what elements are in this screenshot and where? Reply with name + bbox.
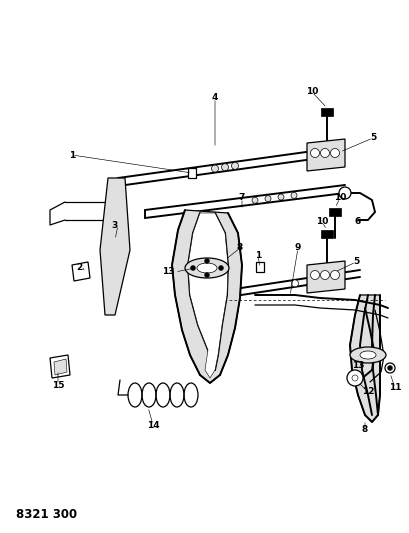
Text: 10: 10	[315, 217, 327, 227]
Circle shape	[211, 165, 218, 172]
Circle shape	[338, 187, 350, 199]
Bar	[255, 262, 263, 272]
Polygon shape	[72, 262, 90, 281]
Polygon shape	[54, 359, 67, 375]
Text: 11: 11	[388, 384, 400, 392]
Circle shape	[351, 375, 357, 381]
Ellipse shape	[196, 263, 216, 273]
Text: 1: 1	[254, 251, 261, 260]
Text: 13: 13	[162, 268, 175, 277]
Text: 8: 8	[361, 425, 367, 434]
Circle shape	[320, 149, 329, 157]
Polygon shape	[100, 178, 130, 315]
Circle shape	[384, 363, 394, 373]
Polygon shape	[349, 295, 379, 422]
Text: 2: 2	[76, 263, 83, 272]
Text: 3: 3	[112, 221, 118, 230]
Text: 5: 5	[369, 133, 375, 142]
Text: 1: 1	[69, 150, 75, 159]
Circle shape	[277, 194, 283, 200]
Circle shape	[290, 192, 296, 198]
Text: 8: 8	[236, 244, 243, 253]
Bar	[320, 108, 332, 116]
Text: 7: 7	[238, 193, 245, 203]
Circle shape	[310, 149, 319, 157]
Text: 15: 15	[52, 381, 64, 390]
Text: 4: 4	[211, 93, 218, 102]
Bar	[188, 168, 196, 178]
Circle shape	[231, 163, 238, 169]
Polygon shape	[306, 261, 344, 293]
Circle shape	[190, 265, 195, 271]
Text: 5: 5	[352, 257, 358, 266]
Ellipse shape	[359, 351, 375, 359]
Circle shape	[218, 265, 223, 271]
Text: 14: 14	[146, 421, 159, 430]
Polygon shape	[172, 210, 241, 383]
Ellipse shape	[349, 347, 385, 363]
Text: 9: 9	[294, 244, 301, 253]
Polygon shape	[50, 355, 70, 378]
Ellipse shape	[184, 258, 229, 278]
Circle shape	[291, 280, 298, 287]
Polygon shape	[306, 139, 344, 171]
Circle shape	[320, 271, 329, 279]
Text: 10: 10	[305, 87, 317, 96]
Polygon shape	[188, 213, 227, 378]
Circle shape	[387, 366, 391, 370]
Circle shape	[346, 370, 362, 386]
Bar	[320, 230, 332, 238]
Circle shape	[252, 197, 257, 203]
Text: 6: 6	[354, 217, 360, 227]
Circle shape	[204, 272, 209, 278]
Text: 12: 12	[361, 387, 373, 397]
Text: 10: 10	[333, 193, 345, 203]
Circle shape	[221, 164, 228, 171]
Bar	[328, 208, 340, 216]
Circle shape	[264, 196, 270, 201]
Circle shape	[204, 259, 209, 263]
Text: 13: 13	[351, 360, 363, 369]
Circle shape	[330, 271, 339, 279]
Circle shape	[310, 271, 319, 279]
Text: 8321 300: 8321 300	[16, 508, 77, 521]
Circle shape	[330, 149, 339, 157]
